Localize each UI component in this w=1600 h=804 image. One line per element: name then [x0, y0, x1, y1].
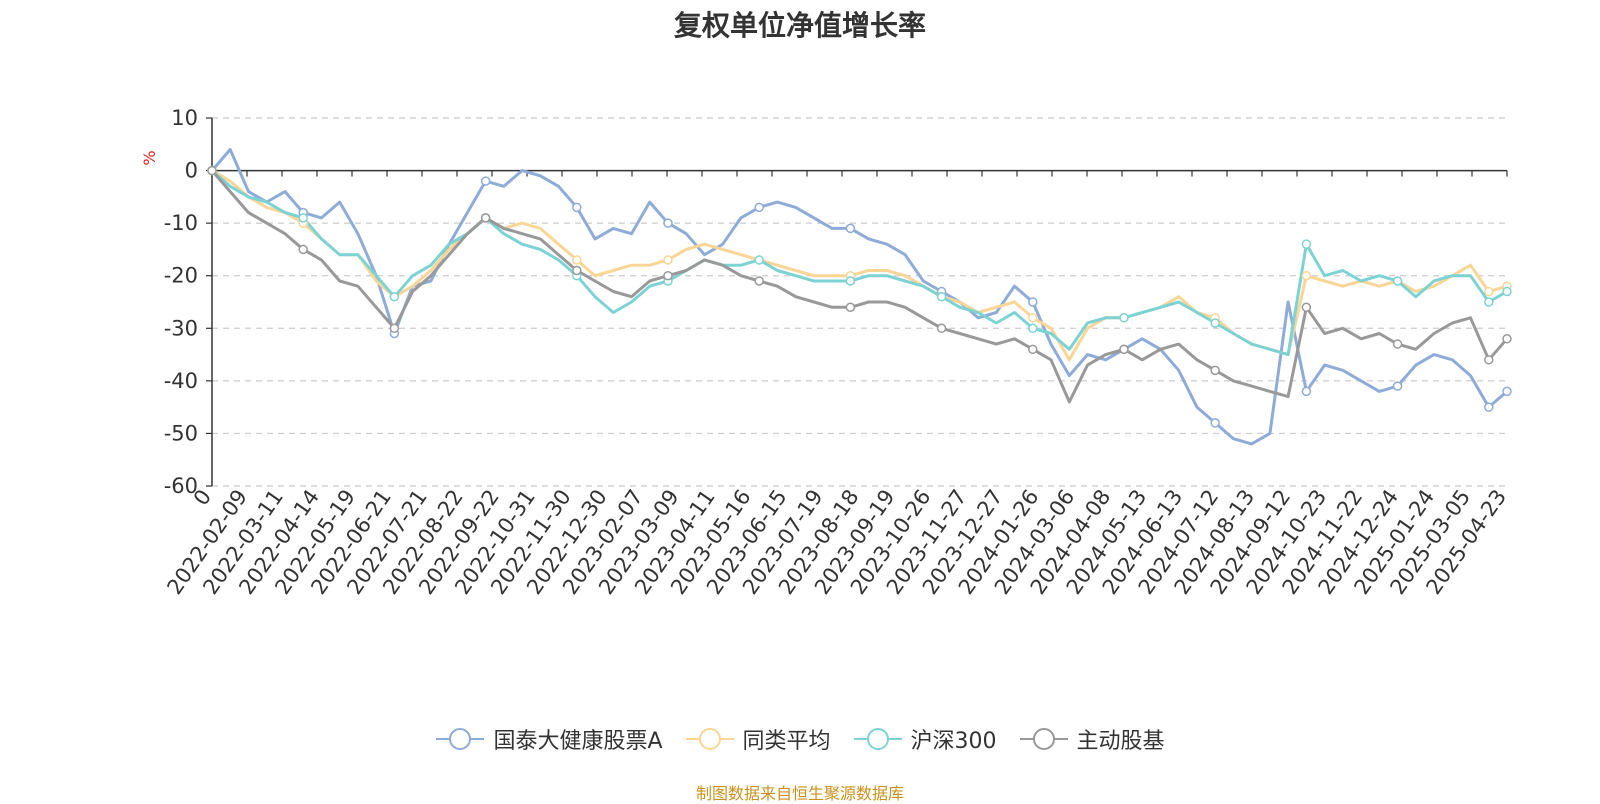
- series-line-0: [210, 148, 1509, 446]
- data-point: [480, 176, 491, 186]
- legend-swatch-icon: [1019, 728, 1068, 750]
- data-point: [663, 255, 673, 265]
- y-tick-label: -30: [164, 316, 198, 340]
- axes: 100-10-20-30-40-50-60%02022-02-092022-03…: [140, 106, 1511, 599]
- data-point: [1484, 297, 1494, 307]
- data-point: [389, 291, 400, 302]
- data-point: [845, 223, 856, 234]
- data-point: [1028, 344, 1038, 355]
- series-markers: [207, 165, 1512, 428]
- y-tick-label: -50: [164, 421, 198, 445]
- data-point: [845, 302, 856, 313]
- legend-swatch-icon: [685, 728, 734, 750]
- data-point: [1502, 334, 1512, 344]
- data-point: [754, 276, 764, 286]
- series-line-1: [210, 169, 1509, 362]
- data-point: [663, 218, 673, 228]
- data-point: [1028, 313, 1038, 323]
- y-tick-label: -60: [164, 474, 198, 498]
- data-point: [298, 244, 308, 255]
- data-point: [1210, 418, 1220, 428]
- y-tick-label: 0: [185, 159, 198, 183]
- data-point: [1502, 286, 1512, 297]
- legend-label: 国泰大健康股票A: [493, 729, 663, 754]
- legend-swatch-icon: [436, 728, 485, 750]
- x-tick-label: 0: [189, 485, 216, 510]
- data-point: [1119, 313, 1129, 323]
- legend-label: 同类平均: [742, 729, 831, 754]
- data-point: [1392, 381, 1403, 391]
- legend: 国泰大健康股票A 同类平均 沪深300 主动股基: [0, 723, 1600, 755]
- data-point: [389, 323, 400, 334]
- data-point: [1301, 239, 1312, 249]
- legend-swatch-icon: [853, 728, 902, 750]
- data-point: [572, 202, 582, 213]
- chart-title: 复权单位净值增长率: [673, 9, 926, 42]
- data-point: [1484, 355, 1494, 365]
- data-point: [1210, 318, 1220, 328]
- legend-item[interactable]: 主动股基: [1019, 723, 1165, 755]
- data-point: [572, 255, 582, 265]
- data-point: [1502, 386, 1512, 397]
- data-point: [1301, 302, 1312, 313]
- legend-item[interactable]: 同类平均: [685, 723, 831, 755]
- data-point: [572, 265, 582, 276]
- series-line-3: [210, 169, 1509, 404]
- data-point: [1210, 365, 1220, 376]
- data-point: [1301, 270, 1312, 281]
- data-point: [1484, 286, 1494, 297]
- data-point: [1028, 297, 1038, 307]
- data-point: [663, 270, 673, 281]
- data-point: [1301, 386, 1312, 397]
- y-axis-label: %: [140, 150, 159, 165]
- data-point: [754, 202, 764, 213]
- y-tick-label: -20: [164, 264, 198, 288]
- data-point: [1392, 276, 1403, 286]
- y-tick-label: 10: [171, 106, 198, 130]
- legend-label: 沪深300: [910, 729, 997, 754]
- data-point: [936, 323, 947, 334]
- data-point: [1028, 323, 1038, 334]
- data-point: [298, 213, 308, 223]
- data-point: [845, 276, 856, 286]
- y-tick-label: -40: [164, 369, 198, 393]
- legend-item[interactable]: 国泰大健康股票A: [435, 723, 663, 755]
- data-point: [936, 291, 947, 302]
- data-point: [207, 165, 217, 176]
- legend-label: 主动股基: [1076, 729, 1165, 754]
- series-lines: [210, 148, 1509, 446]
- y-tick-label: -10: [164, 211, 198, 235]
- data-point: [754, 255, 764, 265]
- data-point: [1392, 339, 1403, 349]
- data-point: [1119, 344, 1129, 355]
- data-point: [480, 213, 491, 223]
- legend-item[interactable]: 沪深300: [853, 723, 997, 755]
- data-point: [1484, 402, 1494, 412]
- series-line-2: [210, 169, 1509, 357]
- source-note: 制图数据来自恒生聚源数据库: [695, 784, 904, 803]
